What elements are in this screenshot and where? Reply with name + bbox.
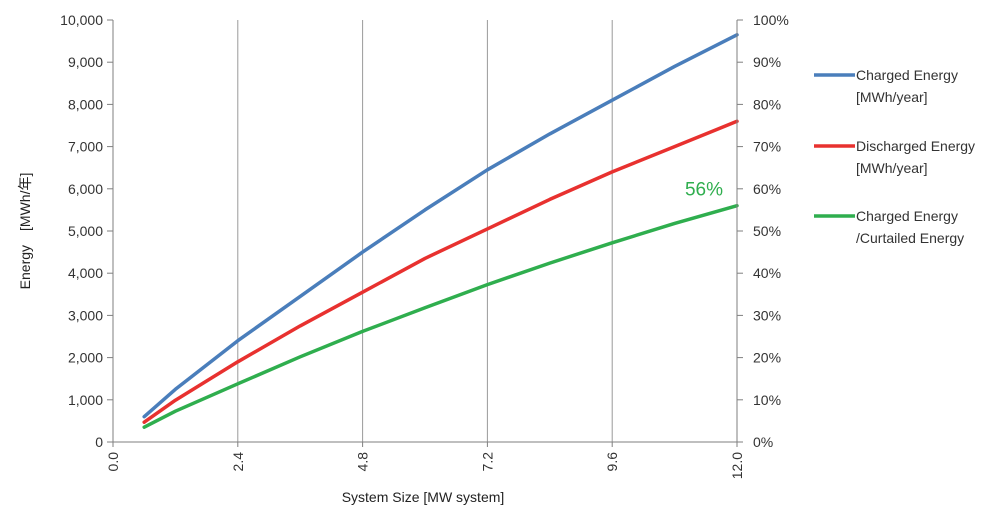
- y2-tick-label: 60%: [753, 181, 781, 197]
- y-tick-label: 1,000: [68, 392, 103, 408]
- x-tick-label: 4.8: [355, 452, 371, 472]
- annotation-label: 56%: [685, 180, 723, 201]
- series-lines: [142, 33, 739, 429]
- y2-tick-label: 20%: [753, 350, 781, 366]
- y2-tick-label: 40%: [753, 265, 781, 281]
- x-tick-label: 9.6: [604, 452, 620, 472]
- legend-label: [MWh/year]: [856, 160, 928, 176]
- y-axis-title: Energy [MWh/年]: [17, 173, 33, 290]
- legend-label: Charged Energy: [856, 67, 958, 83]
- y2-tick-label: 80%: [753, 96, 781, 112]
- series-line-0: [142, 33, 739, 419]
- y2-tick-label: 10%: [753, 392, 781, 408]
- y-tick-label: 0: [95, 434, 103, 450]
- legend: Charged Energy [MWh/year] Discharged Energ…: [814, 67, 975, 246]
- y-tick-label: 9,000: [68, 54, 103, 70]
- x-axis-title: System Size [MW system]: [342, 489, 505, 505]
- y2-tick-label: 100%: [753, 12, 789, 28]
- y-tick-label: 8,000: [68, 96, 103, 112]
- y-tick-label: 3,000: [68, 307, 103, 323]
- y-tick-label: 5,000: [68, 223, 103, 239]
- y2-tick-label: 0%: [753, 434, 773, 450]
- y-tick-label: 10,000: [60, 12, 103, 28]
- y-tick-label: 7,000: [68, 139, 103, 155]
- series-line-2: [142, 203, 739, 429]
- series-line-1: [142, 119, 739, 424]
- legend-label: Charged Energy: [856, 208, 958, 224]
- x-tick-label: 7.2: [479, 452, 495, 472]
- legend-label: [MWh/year]: [856, 89, 928, 105]
- y-tick-label: 6,000: [68, 181, 103, 197]
- annotations: 56%: [685, 180, 723, 201]
- y2-tick-label: 30%: [753, 307, 781, 323]
- legend-label: /Curtailed Energy: [856, 230, 964, 246]
- y2-tick-label: 90%: [753, 54, 781, 70]
- axes: 0 1,000 2,000 3,000 4,000 5,000 6,000 7,000 8,00…: [60, 12, 789, 479]
- x-tick-label: 2.4: [230, 452, 246, 472]
- x-tick-label: 12.0: [729, 452, 745, 479]
- legend-label: Discharged Energy: [856, 138, 975, 154]
- y2-tick-label: 70%: [753, 139, 781, 155]
- y-tick-label: 2,000: [68, 350, 103, 366]
- y-tick-label: 4,000: [68, 265, 103, 281]
- x-tick-label: 0.0: [105, 452, 121, 472]
- y2-tick-label: 50%: [753, 223, 781, 239]
